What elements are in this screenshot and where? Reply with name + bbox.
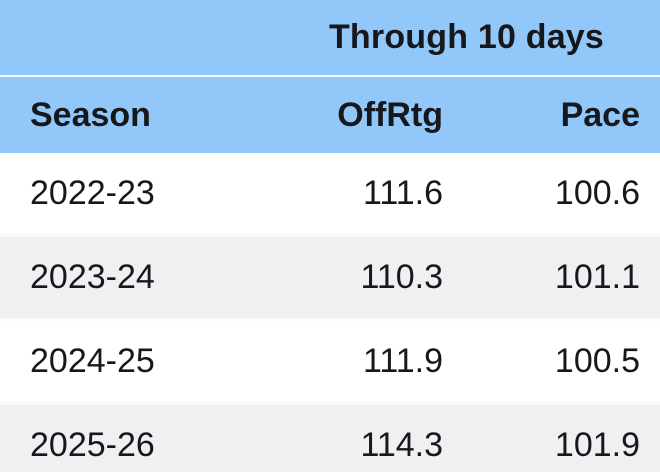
table-group-header-row: Through 10 days: [0, 0, 660, 77]
column-header-offrtg: OffRtg: [337, 95, 443, 134]
table-row: 2022-23 111.6 100.6: [0, 153, 660, 237]
column-header-season: Season: [30, 95, 151, 134]
offrtg-cell: 114.3: [360, 426, 443, 464]
table-row: 2023-24 110.3 101.1: [0, 237, 660, 321]
pace-cell: 101.1: [554, 258, 640, 296]
offrtg-cell: 110.3: [360, 258, 443, 296]
table-row: 2024-25 111.9 100.5: [0, 321, 660, 405]
offrtg-cell: 111.9: [362, 342, 443, 380]
season-cell: 2024-25: [30, 342, 155, 380]
group-header-title: Through 10 days: [328, 18, 605, 56]
column-header-pace: Pace: [560, 95, 640, 134]
table-row: 2025-26 114.3 101.9: [0, 405, 660, 472]
pace-cell: 100.6: [554, 174, 640, 212]
season-cell: 2022-23: [30, 174, 155, 212]
table-column-header-row: Season OffRtg Pace: [0, 77, 660, 153]
season-cell: 2023-24: [30, 258, 155, 296]
season-cell: 2025-26: [30, 426, 155, 464]
offrtg-cell: 111.6: [362, 174, 443, 212]
pace-cell: 101.9: [554, 426, 640, 464]
pace-cell: 100.5: [554, 342, 640, 380]
